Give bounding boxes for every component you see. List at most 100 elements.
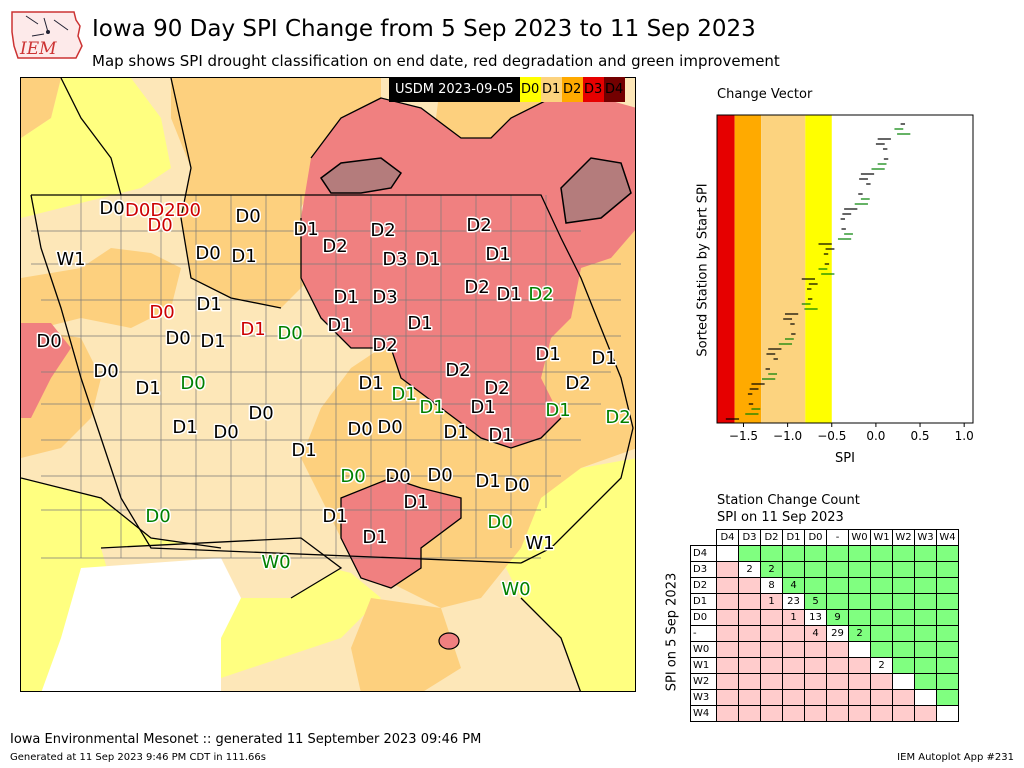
- grid-cell: [914, 625, 937, 642]
- grid-cell: [716, 673, 739, 690]
- grid-cell: [936, 593, 959, 610]
- map-label: D0: [385, 466, 410, 487]
- grid-row: D3 2 2: [690, 561, 959, 578]
- grid-row-header: D2: [690, 577, 717, 594]
- grid-cell: [738, 593, 761, 610]
- grid-cell: [936, 641, 959, 658]
- grid-cell: [892, 689, 915, 706]
- grid-cell: [738, 545, 761, 562]
- map-label: D0: [36, 331, 61, 352]
- grid-column-header: D1: [782, 529, 805, 546]
- grid-cell: [870, 689, 893, 706]
- grid-cell: [804, 577, 827, 594]
- map-label: D1: [419, 397, 444, 418]
- grid-cell: 4: [782, 577, 805, 594]
- grid-cell: [804, 673, 827, 690]
- grid-cell: [738, 625, 761, 642]
- map-label: D1: [485, 244, 510, 265]
- cv-tick-label: −0.5: [817, 429, 846, 443]
- grid-row-header: D4: [690, 545, 717, 562]
- grid-cell: [936, 577, 959, 594]
- map-label: D0: [180, 373, 205, 394]
- grid-cell: [782, 689, 805, 706]
- map-label: D0: [147, 215, 172, 236]
- grid-cell: [804, 641, 827, 658]
- grid-cell: 2: [738, 561, 761, 578]
- grid-cell: [936, 689, 959, 706]
- grid-cell: [782, 657, 805, 674]
- grid-cell: 29: [826, 625, 849, 642]
- grid-cell: [936, 561, 959, 578]
- map-label: D0: [235, 206, 260, 227]
- cv-arrows: [725, 123, 911, 420]
- map-label: W0: [501, 579, 530, 600]
- map-label: D2: [565, 373, 590, 394]
- grid-cell: 1: [782, 609, 805, 626]
- grid-column-header: W2: [892, 529, 915, 546]
- map-label: W0: [261, 552, 290, 573]
- grid-cell: [870, 705, 893, 722]
- map-label: D2: [445, 360, 470, 381]
- legend-d3: D3: [582, 77, 604, 102]
- grid-cell: [914, 689, 937, 706]
- station-count-ylabel: SPI on 5 Sep 2023: [664, 572, 680, 692]
- grid-row: W0: [690, 641, 959, 658]
- map-label: D0: [340, 466, 365, 487]
- grid-cell: [804, 705, 827, 722]
- grid-cell: [782, 561, 805, 578]
- grid-cell: [738, 657, 761, 674]
- grid-cell: [804, 561, 827, 578]
- grid-cell: [892, 561, 915, 578]
- grid-cell: 8: [760, 577, 783, 594]
- grid-cell: [738, 577, 761, 594]
- grid-row-header: W2: [690, 673, 717, 690]
- grid-cell: [848, 609, 871, 626]
- grid-cell: 2: [848, 625, 871, 642]
- grid-row-header: D0: [690, 609, 717, 626]
- map-label: D0: [248, 403, 273, 424]
- map-label: D2: [322, 236, 347, 257]
- map-label: D2: [528, 284, 553, 305]
- map-label: D0: [149, 302, 174, 323]
- map-label: D2: [466, 215, 491, 236]
- grid-cell: [848, 577, 871, 594]
- iowa-spi-map: D0 D0D2D0 D0 D0 D1 D2 D2 W1 D0 D1 D2 D3 D1 D1 D2 D1 D2 D1…: [20, 77, 636, 692]
- grid-cell: [870, 561, 893, 578]
- page-subtitle: Map shows SPI drought classification on …: [92, 52, 780, 70]
- grid-cell: [738, 609, 761, 626]
- cv-band: [734, 115, 762, 423]
- station-count-table: D4 D3 D2 D1 D0- W0 W1 W2 W3 W4 D4 D3 2 2 D2 8 4 D1 1 23 5 D0 1…: [690, 529, 959, 722]
- grid-cell: [804, 689, 827, 706]
- grid-column-header: D2: [760, 529, 783, 546]
- grid-row-header: W1: [690, 657, 717, 674]
- grid-column-header: -: [826, 529, 849, 546]
- legend-d2: D2: [561, 77, 583, 102]
- grid-row: W1 2: [690, 657, 959, 674]
- map-label: D1: [333, 287, 358, 308]
- grid-cell: [760, 705, 783, 722]
- grid-cell: [738, 689, 761, 706]
- grid-cell: 2: [870, 657, 893, 674]
- map-label: D2: [372, 335, 397, 356]
- map-label: W1: [56, 249, 85, 270]
- grid-cell: [826, 689, 849, 706]
- grid-cell: [914, 641, 937, 658]
- grid-cell: [914, 593, 937, 610]
- map-label: D0: [504, 475, 529, 496]
- grid-cell: [870, 641, 893, 658]
- grid-cell: 9: [826, 609, 849, 626]
- cv-ticks: −1.5 −1.0 −0.5 0.0 0.5 1.0: [729, 423, 974, 443]
- grid-cell: [782, 625, 805, 642]
- map-label: D1: [443, 422, 468, 443]
- grid-cell: 4: [804, 625, 827, 642]
- grid-cell: 13: [804, 609, 827, 626]
- grid-cell: [782, 545, 805, 562]
- grid-cell: [760, 545, 783, 562]
- grid-row: D0 1 13 9: [690, 609, 959, 626]
- grid-cell: [738, 673, 761, 690]
- grid-cell: [848, 593, 871, 610]
- map-label: D1: [496, 284, 521, 305]
- grid-row: W3: [690, 689, 959, 706]
- grid-cell: [892, 577, 915, 594]
